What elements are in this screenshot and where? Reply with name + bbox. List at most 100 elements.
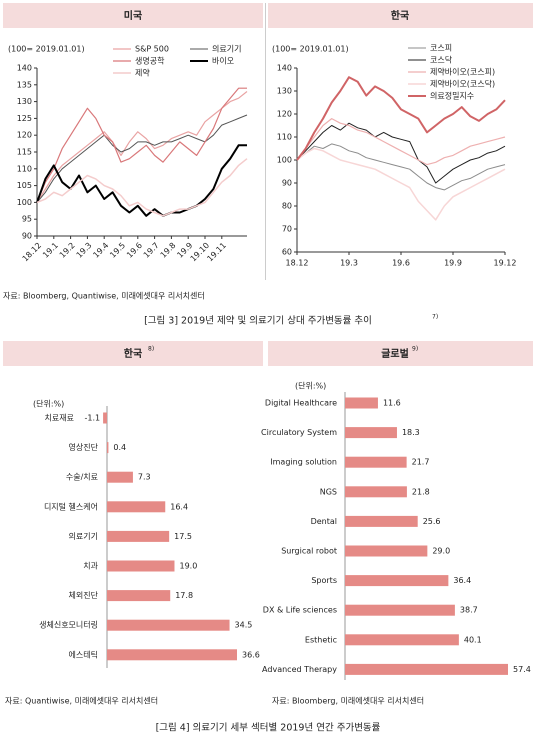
value-label: 34.5 — [235, 621, 253, 630]
legend-label: 의료정밀지수 — [430, 91, 474, 101]
category-label: Circulatory System — [261, 428, 337, 437]
y-tick-label: 80 — [282, 202, 292, 211]
category-label: 디지털 헬스케어 — [44, 501, 98, 511]
bar — [107, 560, 175, 572]
y-tick-label: 60 — [282, 248, 292, 257]
y-tick-label: 130 — [17, 97, 32, 106]
category-label: Dental — [311, 517, 337, 526]
panel-header: 미국 — [124, 9, 142, 22]
series-line — [36, 114, 248, 203]
x-tick-label: 19.3 — [75, 241, 94, 260]
bar — [345, 486, 407, 498]
value-label: 16.4 — [170, 502, 188, 511]
bar — [107, 501, 166, 513]
x-tick-label: 19.3 — [340, 259, 358, 268]
y-tick-label: 95 — [22, 215, 32, 224]
unit-label: (단위:%) — [33, 399, 64, 409]
series-line — [296, 76, 506, 161]
category-label: 치료재료 — [45, 414, 74, 423]
category-label: NGS — [320, 487, 337, 496]
value-label: 25.6 — [423, 517, 441, 526]
caption: [그림 3] 2019년 제약 및 의료기기 상대 주가변동률 추이 — [144, 315, 372, 327]
value-label: 17.5 — [174, 532, 192, 541]
value-label: 29.0 — [432, 547, 450, 556]
header-note: 9) — [412, 346, 418, 353]
y-tick-label: 130 — [277, 87, 292, 96]
x-tick-label: 18.12 — [21, 241, 44, 264]
panel-header-bg — [3, 341, 263, 366]
y-tick-label: 110 — [277, 133, 292, 142]
header-note: 8) — [148, 346, 154, 353]
category-label: 영상진단 — [69, 442, 99, 452]
x-tick-label: 19.9 — [444, 259, 462, 268]
value-label: 21.8 — [412, 487, 430, 496]
bar — [107, 619, 230, 631]
bar — [345, 427, 397, 439]
y-tick-label: 105 — [17, 181, 32, 190]
series-line — [296, 143, 506, 191]
bar — [345, 634, 459, 646]
y-tick-label: 110 — [17, 164, 32, 173]
value-label: 11.6 — [383, 399, 401, 408]
x-tick-label: 19.1 — [41, 241, 60, 260]
unit-label: (100= 2019.01.01) — [8, 45, 85, 54]
panel-header: 한국 — [391, 10, 409, 22]
bar — [345, 575, 449, 587]
x-tick-label: 19.4 — [91, 241, 110, 260]
legend-label: 바이오 — [212, 56, 234, 66]
panel-header-bg — [268, 341, 533, 366]
x-tick-label: 19.6 — [125, 241, 144, 260]
category-label: Imaging solution — [270, 458, 337, 467]
y-tick-label: 100 — [277, 156, 292, 165]
series-line — [296, 147, 506, 221]
y-tick-label: 90 — [22, 232, 32, 241]
x-tick-label: 19.6 — [392, 259, 410, 268]
value-label: 0.4 — [113, 443, 126, 452]
panel-header: 글로벌 — [381, 347, 409, 360]
bar — [345, 545, 428, 557]
category-label: 에스테틱 — [69, 649, 98, 659]
legend-label: 생명공학 — [135, 56, 165, 66]
series-line — [36, 91, 248, 203]
value-label: 40.1 — [464, 635, 482, 644]
bar — [107, 649, 237, 661]
unit-label: (100= 2019.01.01) — [272, 45, 349, 54]
bar — [107, 530, 170, 542]
value-label: 36.6 — [242, 650, 260, 659]
x-tick-label: 19.7 — [142, 241, 161, 260]
value-label: -1.1 — [84, 414, 100, 423]
category-label: DX & Life sciences — [263, 606, 337, 615]
legend-label: 의료기기 — [212, 44, 241, 54]
y-tick-label: 100 — [17, 198, 32, 207]
value-label: 38.7 — [460, 606, 478, 615]
y-tick-label: 140 — [277, 64, 292, 73]
category-label: Surgical robot — [281, 547, 337, 556]
x-tick-label: 19.12 — [494, 259, 517, 268]
bar — [103, 412, 107, 424]
series-line — [36, 158, 248, 217]
legend-label: 제약 — [135, 68, 150, 78]
series-line — [36, 87, 247, 203]
value-label: 21.7 — [412, 458, 430, 467]
value-label: 19.0 — [179, 562, 197, 571]
bar — [345, 604, 455, 616]
category-label: Esthetic — [305, 635, 337, 644]
legend-label: 제약바이오(코스피) — [430, 67, 495, 77]
source: 자료: Quantiwise, 미래에셋대우 리서치센터 — [5, 696, 158, 706]
y-tick-label: 115 — [17, 148, 32, 157]
value-label: 18.3 — [402, 428, 420, 437]
caption: [그림 4] 의료기기 세부 섹터별 2019년 연간 주가변동률 — [156, 722, 381, 734]
legend-label: 제약바이오(코스닥) — [430, 79, 495, 89]
panel-header-bg — [268, 3, 533, 28]
value-label: 17.8 — [175, 591, 193, 600]
bar — [345, 663, 508, 675]
source: 자료: Bloomberg, 미래에셋대우 리서치센터 — [272, 696, 424, 706]
series-line — [296, 122, 506, 184]
source: 자료: Bloomberg, Quantiwise, 미래에셋대우 리서치센터 — [3, 291, 205, 301]
caption-note: 7) — [432, 314, 438, 321]
category-label: 수술/치료 — [66, 472, 98, 482]
y-tick-label: 120 — [17, 131, 32, 140]
panel-header-bg — [3, 3, 263, 28]
bar — [345, 397, 378, 409]
